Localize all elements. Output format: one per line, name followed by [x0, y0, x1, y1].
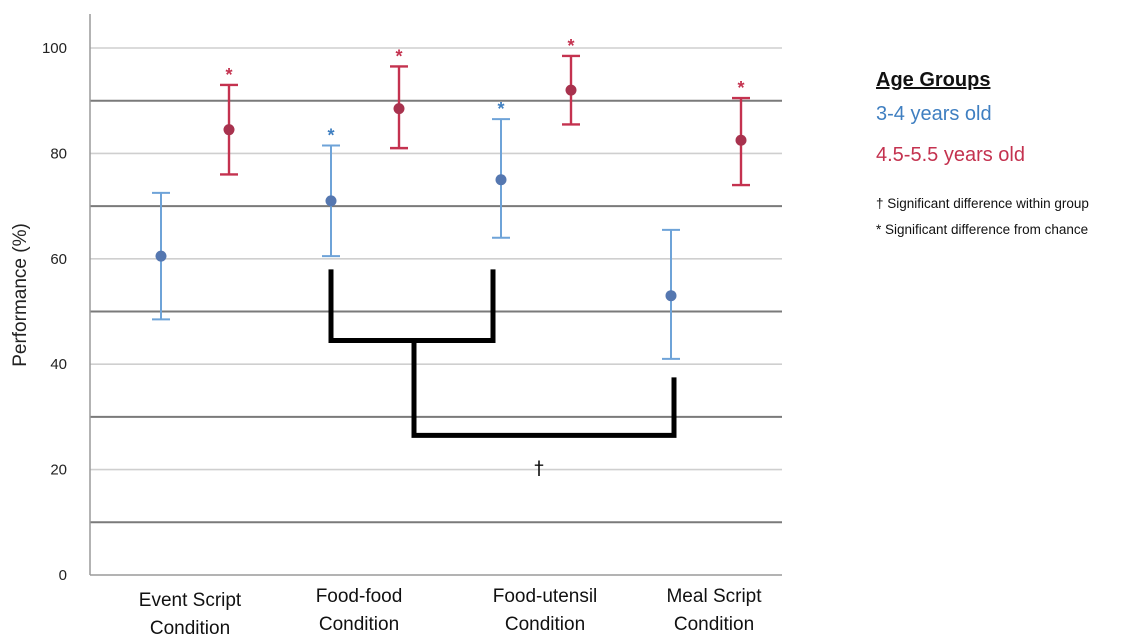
y-tick-label: 20 — [50, 462, 67, 479]
data-point — [495, 174, 507, 186]
data-point — [155, 250, 167, 262]
significance-star: * — [567, 36, 574, 56]
x-category-label: Meal Script Condition — [666, 586, 762, 634]
gridlines — [90, 47, 782, 524]
y-tick-labels: 0 20 40 60 80 100 — [42, 40, 67, 584]
x-category-label-line: Meal Script — [666, 586, 762, 607]
x-category-label-line: Condition — [505, 614, 585, 634]
x-category-label-line: Event Script — [139, 590, 242, 611]
legend-entry-3-4-years: 3-4 years old — [876, 103, 992, 125]
legend-notes: † Significant difference within group * … — [876, 195, 1141, 239]
x-category-label: Food-utensil Condition — [493, 586, 598, 634]
dagger-marker: † — [534, 457, 544, 479]
data-point — [325, 195, 337, 207]
note-from-chance: * Significant difference from chance — [876, 222, 1089, 237]
y-tick-label: 100 — [42, 40, 67, 57]
y-tick-label: 80 — [50, 145, 67, 162]
bracket-food-food-vs-food-utensil — [328, 269, 496, 343]
y-tick-label: 60 — [50, 251, 67, 268]
y-axis-label: Performance (%) — [10, 223, 31, 367]
data-point — [223, 124, 235, 136]
significance-brackets: † — [328, 269, 677, 479]
x-category-label-line: Condition — [674, 614, 754, 634]
legend-entry-4-5-5-5-years: 4.5-5.5 years old — [876, 144, 1025, 166]
note-within-group: † Significant difference within group — [876, 196, 1089, 211]
data-point — [665, 290, 677, 302]
data-point — [393, 103, 405, 115]
x-category-label-line: Condition — [150, 618, 230, 634]
x-category-label: Food-food Condition — [316, 586, 403, 634]
significance-star: * — [395, 46, 402, 66]
x-category-label-line: Food-food — [316, 586, 403, 607]
x-category-label-line: Condition — [319, 614, 399, 634]
legend: Age Groups 3-4 years old 4.5-5.5 years o… — [876, 68, 1141, 247]
significance-star: * — [497, 99, 504, 119]
significance-star: * — [225, 65, 232, 85]
significance-star: * — [327, 125, 334, 145]
x-category-label: Event Script Condition — [139, 590, 242, 634]
bracket-combined-vs-meal-script — [411, 340, 677, 438]
y-tick-label: 40 — [50, 356, 67, 373]
significance-star: * — [737, 78, 744, 98]
axes — [89, 14, 782, 576]
data-point — [735, 134, 747, 146]
legend-title: Age Groups — [876, 69, 991, 91]
data-marks: * * * * * * — [152, 36, 750, 360]
x-category-label-line: Food-utensil — [493, 586, 598, 607]
data-point — [565, 84, 577, 96]
y-tick-label: 0 — [59, 567, 67, 584]
